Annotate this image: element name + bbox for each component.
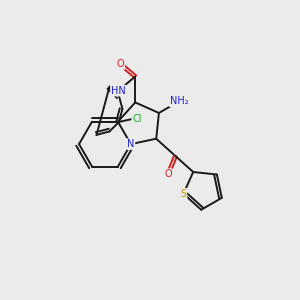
- Text: S: S: [180, 189, 187, 199]
- Text: HN: HN: [111, 86, 126, 96]
- Text: O: O: [164, 169, 172, 179]
- Text: N: N: [127, 139, 134, 149]
- Text: Cl: Cl: [132, 114, 142, 124]
- Text: O: O: [116, 59, 124, 69]
- Text: NH₂: NH₂: [170, 96, 188, 106]
